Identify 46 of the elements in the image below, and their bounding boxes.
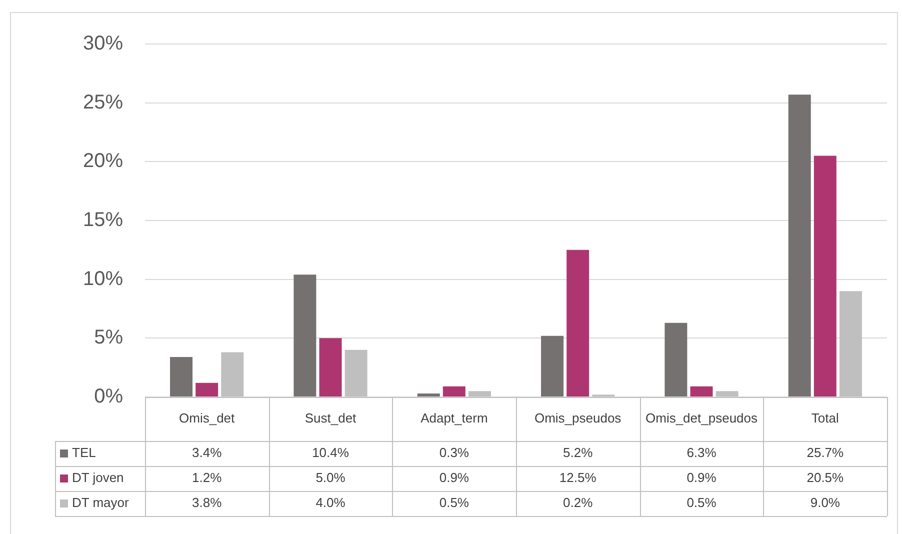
data-label: 0.9%: [439, 470, 470, 486]
legend-label: DT mayor: [72, 495, 130, 510]
data-label: 0.3%: [439, 445, 470, 460]
data-label: 6.3%: [686, 445, 717, 460]
x-tick-label: Sust_det: [304, 410, 357, 426]
y-tick-label: 30%: [82, 32, 124, 55]
data-label: 5.0%: [316, 470, 346, 486]
bar: [442, 386, 466, 396]
y-tick-label: 25%: [82, 91, 124, 114]
bar: [664, 322, 688, 396]
data-label: 4.0%: [316, 495, 346, 510]
x-tick-label: Omis_det: [179, 410, 236, 426]
x-tick-label: Omis_det_pseudos: [645, 410, 758, 426]
bar: [170, 356, 193, 396]
bar: [814, 156, 836, 396]
data-label: 25.7%: [806, 445, 844, 460]
y-tick-label: 15%: [82, 209, 124, 232]
y-tick-label: 10%: [82, 268, 124, 290]
bar: [294, 274, 316, 396]
data-label: 0.9%: [686, 470, 717, 486]
x-tick-label: Adapt_term: [420, 410, 488, 426]
bar: [566, 250, 590, 396]
data-label: 0.2%: [563, 495, 594, 510]
data-label: 10.4%: [312, 445, 350, 460]
data-label: 3.8%: [192, 495, 222, 510]
data-label: 0.5%: [439, 495, 470, 510]
y-tick-label: 20%: [82, 150, 124, 172]
data-label: 9.0%: [810, 495, 840, 510]
x-tick-label: Total: [811, 410, 840, 426]
bar: [788, 94, 811, 396]
x-tick-label: Omis_pseudos: [534, 410, 622, 426]
data-label: 5.2%: [563, 445, 594, 460]
bar: [319, 338, 342, 396]
y-tick-label: 5%: [94, 326, 124, 349]
bar: [196, 382, 218, 396]
legend-label: DT joven: [72, 470, 124, 486]
data-label: 12.5%: [559, 470, 597, 486]
data-label: 0.5%: [686, 495, 717, 510]
bar: [541, 336, 564, 396]
bar: [417, 393, 440, 396]
y-tick-label: 0%: [94, 386, 124, 408]
data-label: 1.2%: [192, 470, 222, 486]
bar: [690, 386, 713, 396]
data-label: 3.4%: [192, 445, 222, 460]
data-label: 20.5%: [806, 470, 844, 486]
legend-label: TEL: [72, 445, 96, 460]
